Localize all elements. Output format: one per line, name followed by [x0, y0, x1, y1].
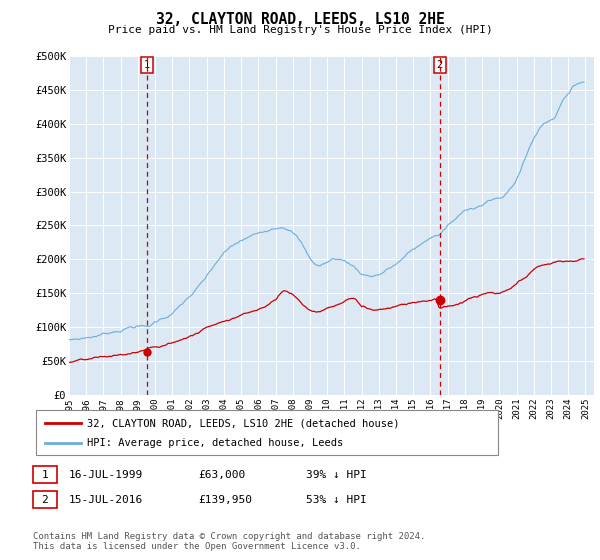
Text: Price paid vs. HM Land Registry's House Price Index (HPI): Price paid vs. HM Land Registry's House …: [107, 25, 493, 35]
Text: £139,950: £139,950: [198, 494, 252, 505]
Text: 1: 1: [41, 470, 49, 480]
Text: 2: 2: [437, 60, 443, 70]
Text: 15-JUL-2016: 15-JUL-2016: [69, 494, 143, 505]
Text: 32, CLAYTON ROAD, LEEDS, LS10 2HE: 32, CLAYTON ROAD, LEEDS, LS10 2HE: [155, 12, 445, 27]
Text: 2: 2: [41, 494, 49, 505]
Text: 1: 1: [144, 60, 150, 70]
Text: 53% ↓ HPI: 53% ↓ HPI: [306, 494, 367, 505]
Text: 39% ↓ HPI: 39% ↓ HPI: [306, 470, 367, 480]
Text: 16-JUL-1999: 16-JUL-1999: [69, 470, 143, 480]
Text: £63,000: £63,000: [198, 470, 245, 480]
Text: Contains HM Land Registry data © Crown copyright and database right 2024.
This d: Contains HM Land Registry data © Crown c…: [33, 532, 425, 552]
Text: 32, CLAYTON ROAD, LEEDS, LS10 2HE (detached house): 32, CLAYTON ROAD, LEEDS, LS10 2HE (detac…: [87, 418, 400, 428]
Text: HPI: Average price, detached house, Leeds: HPI: Average price, detached house, Leed…: [87, 438, 343, 448]
